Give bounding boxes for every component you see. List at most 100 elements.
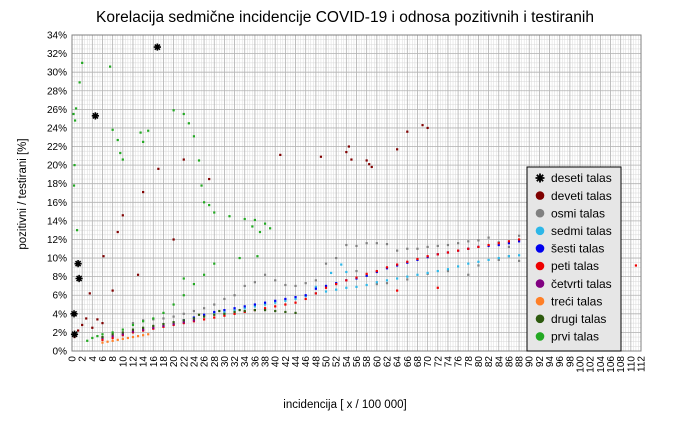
point-drugi-talas [213,313,216,316]
point-osmi-talas [477,264,480,267]
point-sedmi-talas [329,271,333,275]
point-drugi-talas [243,309,246,313]
point-peti-talas [507,240,511,243]
point-peti-talas [436,286,439,289]
point-deveti-talas [88,292,91,295]
x-tick-label: 50 [322,356,333,368]
point--esti-talas [324,284,328,288]
point--etvrti-talas [131,330,135,333]
legend-item-label: deveti talas [551,189,612,203]
point-prvi-talas [182,294,185,297]
point-prvi-talas [111,331,114,334]
point-peti-talas [233,312,236,315]
x-tick-label: 28 [210,356,221,368]
x-tick-label: 48 [311,356,322,368]
data-points [70,43,638,344]
point-peti-talas [223,314,226,317]
point-tre-i-talas [136,335,140,338]
point-osmi-talas [467,240,470,243]
point-peti-talas [416,257,419,261]
point-osmi-talas [253,281,256,284]
point-osmi-talas [406,278,409,281]
point-peti-talas [497,242,500,245]
legend: deseti talas deveti talas osmi talas sedmi … [526,166,622,352]
point-tre-i-talas [101,341,104,344]
y-tick-label: 8% [53,272,68,283]
point-deveti-talas [121,214,124,217]
point-peti-talas [467,247,470,250]
point-prvi-talas [256,255,259,258]
point-prvi-talas [109,65,112,68]
point-sedmi-talas [497,256,500,260]
point-peti-talas [355,276,358,279]
y-tick-label: 0% [53,347,68,358]
point-sedmi-talas [375,281,378,284]
point-deveti-talas [319,155,323,158]
y-tick-label: 32% [47,49,67,60]
point-osmi-talas [436,244,439,248]
point-peti-talas [202,318,206,321]
point-tre-i-talas [131,335,135,339]
point-deveti-talas [111,289,114,292]
point-sedmi-talas [274,301,277,304]
point-prvi-talas [139,131,142,134]
point-prvi-talas [73,119,77,122]
legend-marker [535,226,545,236]
point-deveti-talas [406,130,409,133]
point-drugi-talas [182,319,185,322]
point-prvi-talas [238,256,241,260]
point-osmi-talas [426,245,429,249]
y-tick-label: 18% [47,179,67,190]
point-sedmi-talas [233,309,236,312]
point-prvi-talas [72,184,76,187]
y-tick-label: 4% [53,309,68,320]
point-peti-talas [385,266,389,269]
point-sedmi-talas [365,283,368,287]
point-peti-talas [477,245,480,249]
point-sedmi-talas [294,297,297,301]
point-osmi-talas [416,247,419,250]
x-tick-label: 102 [586,356,597,373]
point--esti-talas [304,294,307,297]
point-osmi-talas [396,249,399,252]
point--esti-talas [507,242,511,245]
x-tick-label: 84 [494,356,505,368]
point-prvi-talas [147,129,150,132]
point--etvrti-talas [152,326,155,329]
point-osmi-talas [304,282,307,285]
x-tick-label: 18 [159,356,170,368]
point-drugi-talas [101,335,104,339]
point-prvi-talas [142,140,145,143]
point-osmi-talas [487,236,490,239]
x-tick-label: 0 [68,356,79,362]
point-drugi-talas [284,310,287,314]
point-deseti-talas [70,310,78,318]
point-osmi-talas [375,242,378,245]
y-tick-label: 28% [47,86,67,97]
point-prvi-talas [172,109,175,112]
point-prvi-talas [81,61,84,64]
point-prvi-talas [121,158,124,161]
point-osmi-talas [446,269,450,273]
point-drugi-talas [253,309,256,312]
y-tick-label: 16% [47,198,67,209]
x-tick-label: 64 [393,356,404,368]
y-axis-label: pozitivni / testirani [%] [17,138,29,249]
point--esti-talas [253,303,256,306]
point-prvi-talas [192,282,196,286]
point-prvi-talas [258,230,262,234]
point-osmi-talas [263,273,267,276]
point--esti-talas [517,240,521,243]
point-tre-i-talas [142,334,145,337]
x-tick-label: 44 [291,356,302,368]
point-peti-talas [457,249,460,252]
point-prvi-talas [162,311,165,314]
point-prvi-talas [213,211,216,214]
legend-item-label: prvi talas [551,330,599,344]
point--esti-talas [233,307,236,310]
legend-marker [535,173,545,183]
x-tick-label: 86 [504,356,515,368]
point-sedmi-talas [243,307,246,310]
point-drugi-talas [162,322,165,326]
x-tick-label: 52 [332,356,343,368]
